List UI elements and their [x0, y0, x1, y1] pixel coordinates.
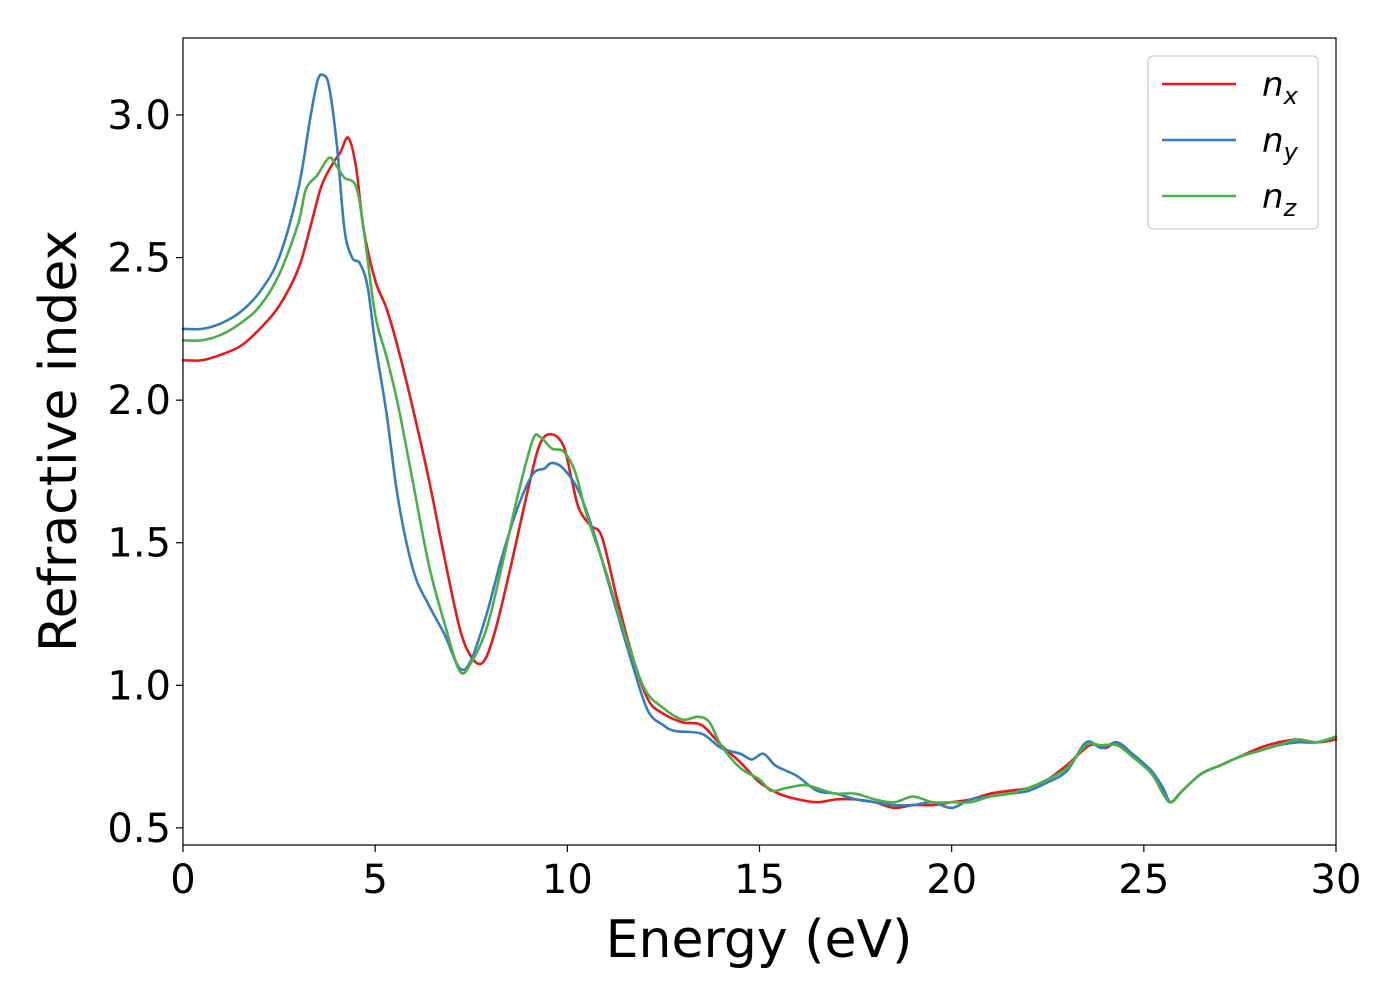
x-tick-label: 25	[1118, 857, 1169, 903]
y-axis-label: Refractive index	[29, 230, 89, 652]
x-axis-label: Energy (eV)	[606, 910, 913, 970]
legend-label-main: n	[1262, 65, 1284, 105]
x-tick-label: 30	[1311, 857, 1362, 903]
y-tick-label: 1.5	[107, 521, 171, 567]
legend-label-n-x: nx	[1262, 65, 1299, 110]
y-tick-label: 3.0	[107, 93, 171, 139]
x-tick-label: 5	[362, 857, 387, 903]
x-tick-label: 15	[734, 857, 785, 903]
y-tick-label: 1.0	[107, 663, 171, 709]
y-tick-label: 2.0	[107, 378, 171, 424]
legend-label-main: n	[1262, 121, 1284, 161]
x-tick-label: 0	[170, 857, 195, 903]
legend-box	[1147, 55, 1319, 230]
x-tick-label: 10	[542, 857, 593, 903]
series-layer	[181, 73, 1338, 810]
legend-label-n-z: nz	[1262, 177, 1298, 222]
legend-label-main: n	[1262, 177, 1284, 217]
legend-label-subscript: z	[1283, 194, 1298, 222]
y-tick-label: 0.5	[107, 806, 171, 852]
legend-label-subscript: x	[1283, 82, 1299, 110]
plot-background	[183, 38, 1336, 845]
x-axis-ticks: 0 5 10 15 20 25 30	[170, 845, 1361, 903]
series-line-n-z	[181, 156, 1338, 804]
x-tick-label: 20	[926, 857, 977, 903]
legend-label-subscript: y	[1283, 138, 1299, 166]
y-axis-ticks: 0.5 1.0 1.5 2.0 2.5 3.0	[107, 93, 183, 852]
y-tick-label: 2.5	[107, 236, 171, 282]
legend-label-n-y: ny	[1262, 121, 1299, 166]
series-line-n-y	[181, 73, 1338, 810]
